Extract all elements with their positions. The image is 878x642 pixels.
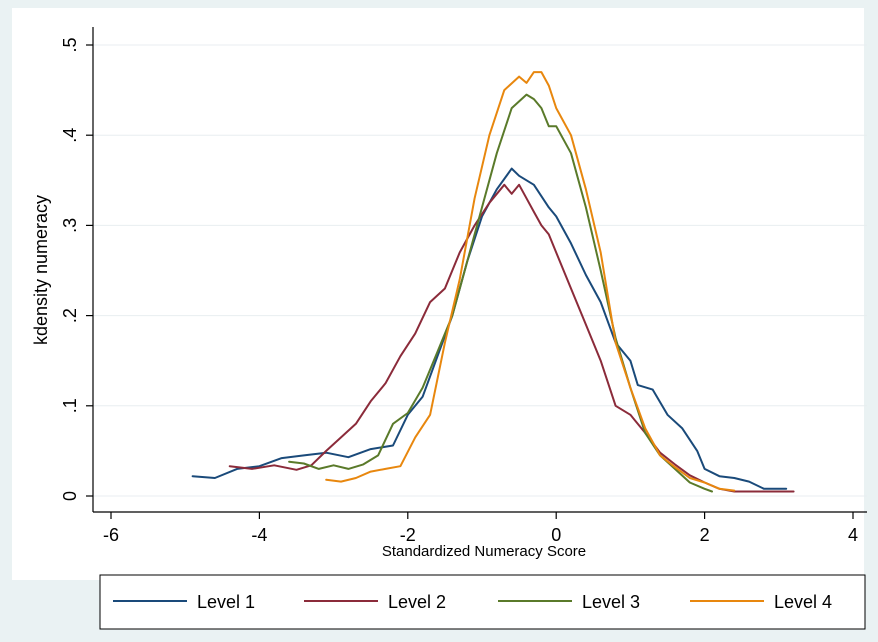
y-axis-title: kdensity numeracy	[31, 195, 51, 345]
y-tick-label: 0	[60, 491, 80, 501]
y-tick-label: .2	[60, 308, 80, 323]
y-ticks: 0 .1 .2 .3 .4 .5	[60, 37, 93, 501]
legend: Level 1 Level 2 Level 3 Level 4	[99, 574, 866, 630]
x-tick-label: -6	[103, 525, 119, 545]
series-line-level-3	[288, 93, 713, 493]
x-axis-title: Standardized Numeracy Score	[382, 543, 586, 560]
grid-lines	[93, 44, 867, 497]
x-tick-label: -2	[400, 525, 416, 545]
legend-label-level-2: Level 2	[388, 592, 446, 612]
x-tick-label: -4	[251, 525, 267, 545]
y-tick-label: .3	[60, 218, 80, 233]
x-tick-label: 4	[848, 525, 858, 545]
x-ticks: -6 -4 -2 0 2 4	[103, 512, 858, 545]
legend-label-level-3: Level 3	[582, 592, 640, 612]
y-tick-label: .5	[60, 37, 80, 52]
x-tick-label: 0	[551, 525, 561, 545]
series-line-level-2	[228, 183, 795, 493]
y-tick-label: .1	[60, 398, 80, 413]
legend-label-level-4: Level 4	[774, 592, 832, 612]
legend-label-level-1: Level 1	[197, 592, 255, 612]
x-tick-label: 2	[700, 525, 710, 545]
series-line-level-4	[325, 71, 736, 492]
y-tick-label: .4	[60, 128, 80, 143]
series-lines	[191, 71, 795, 493]
series-line-level-1	[191, 167, 788, 490]
